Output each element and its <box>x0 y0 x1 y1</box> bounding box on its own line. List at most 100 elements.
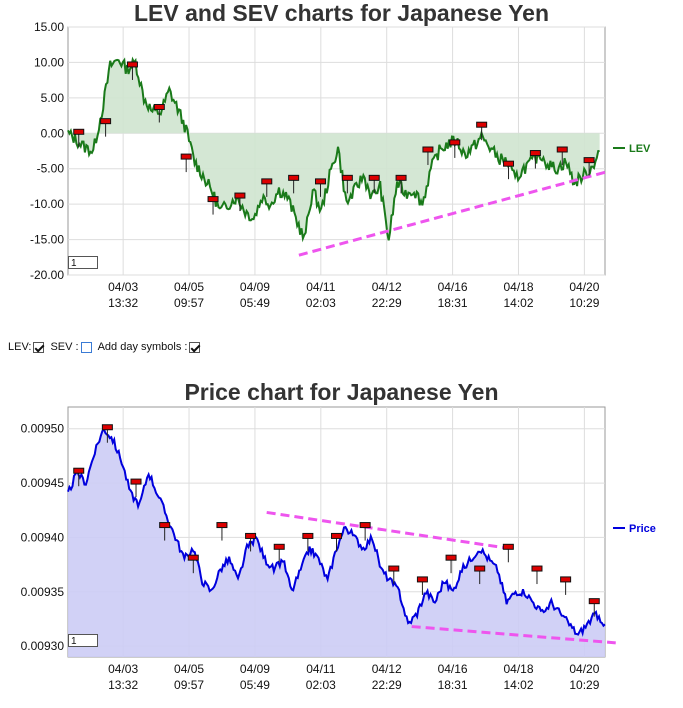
day-marker <box>474 565 486 572</box>
day-marker <box>422 146 434 153</box>
y-tick-label: 0.00 <box>41 126 65 140</box>
day-marker <box>73 128 85 135</box>
day-marker <box>476 121 488 128</box>
day-marker <box>556 146 568 153</box>
x-tick-time: 14:02 <box>503 296 533 310</box>
day-marker <box>388 565 400 572</box>
lev-chart: 15.00 10.00 5.00 0.00 -5.00 -10.00 -15.00 -20.0… <box>30 20 651 310</box>
x-tick-time: 02:03 <box>306 296 336 310</box>
series-area <box>68 59 600 241</box>
legend-label: LEV <box>629 143 651 155</box>
x-tick-time: 18:31 <box>438 296 468 310</box>
y-tick-label: 0.00935 <box>21 585 65 599</box>
day-marker <box>100 118 112 125</box>
y-tick-label: 0.00940 <box>21 530 65 544</box>
day-marker <box>395 174 407 181</box>
x-tick-date: 04/11 <box>306 280 335 294</box>
x-tick-date: 04/12 <box>372 662 402 676</box>
x-tick-date: 04/16 <box>438 280 468 294</box>
day-marker <box>207 196 219 203</box>
y-tick-label: -10.00 <box>30 197 64 211</box>
x-tick-time: 18:31 <box>438 678 468 692</box>
day-marker <box>502 543 514 550</box>
day-marker <box>359 522 371 529</box>
x-tick-date: 04/20 <box>569 280 599 294</box>
day-marker <box>187 554 199 561</box>
y-tick-label: 0.00950 <box>21 422 65 436</box>
x-tick-date: 04/11 <box>306 662 335 676</box>
x-tick-time: 10:29 <box>569 678 599 692</box>
day-marker <box>331 532 342 539</box>
day-marker <box>73 467 85 474</box>
x-tick-time: 09:57 <box>174 678 204 692</box>
day-marker <box>126 61 138 68</box>
day-marker <box>180 153 192 160</box>
day-marker <box>159 522 171 529</box>
trend-line <box>411 625 616 645</box>
y-tick-label: 10.00 <box>34 55 64 69</box>
y-tick-label: -20.00 <box>30 268 64 282</box>
x-tick-time: 10:29 <box>569 296 599 310</box>
x-tick-time: 13:32 <box>108 296 138 310</box>
sev-toggle-label: SEV : <box>50 341 79 353</box>
day-marker <box>130 478 142 485</box>
day-marker <box>302 532 314 539</box>
x-tick-date: 04/03 <box>108 662 138 676</box>
legend-label: Price <box>629 523 656 535</box>
x-tick-time: 13:32 <box>108 678 138 692</box>
series-area <box>68 428 605 657</box>
x-tick-time: 14:02 <box>503 678 533 692</box>
day-marker <box>261 178 273 185</box>
day-marker <box>445 554 457 561</box>
day-marker <box>234 192 246 199</box>
day-marker <box>341 174 353 181</box>
lev-chart-title: LEV and SEV charts for Japanese Yen <box>133 0 550 26</box>
day-marker <box>449 139 461 146</box>
price-chart-title: Price chart for Japanese Yen <box>184 379 499 405</box>
x-tick-date: 04/16 <box>438 662 468 676</box>
lev-checkbox[interactable] <box>33 341 45 353</box>
y-tick-label: -5.00 <box>37 162 65 176</box>
add-day-symbols-checkbox[interactable] <box>189 341 201 353</box>
x-tick-date: 04/18 <box>503 662 533 676</box>
x-tick-date: 04/20 <box>569 662 599 676</box>
x-tick-date: 04/18 <box>503 280 533 294</box>
lev-toggle-label: LEV: <box>8 341 32 353</box>
lev-zoom-input[interactable]: 1 <box>68 256 98 269</box>
y-tick-label: 15.00 <box>34 20 64 34</box>
price-zoom-input[interactable]: 1 <box>68 634 98 647</box>
x-tick-date: 04/03 <box>108 280 138 294</box>
x-tick-date: 04/05 <box>174 280 204 294</box>
x-tick-date: 04/09 <box>240 280 270 294</box>
day-marker <box>153 103 165 110</box>
day-marker <box>216 522 228 529</box>
day-marker <box>588 598 600 605</box>
y-tick-label: 5.00 <box>41 91 65 105</box>
day-marker <box>288 174 300 181</box>
y-tick-label: 0.00945 <box>21 476 65 490</box>
x-tick-time: 22:29 <box>372 678 402 692</box>
x-tick-time: 22:29 <box>372 296 402 310</box>
day-marker <box>101 424 113 431</box>
day-marker <box>245 532 257 539</box>
day-marker <box>583 157 595 164</box>
day-marker <box>314 178 326 185</box>
trend-line <box>298 170 606 257</box>
day-marker <box>503 160 515 167</box>
x-tick-date: 04/12 <box>372 280 402 294</box>
trend-line <box>266 510 509 550</box>
day-marker <box>529 150 541 157</box>
x-tick-time: 09:57 <box>174 296 204 310</box>
x-tick-date: 04/09 <box>240 662 270 676</box>
x-tick-time: 05:49 <box>240 678 270 692</box>
day-marker <box>416 576 428 583</box>
day-marker <box>531 565 543 572</box>
sev-checkbox[interactable] <box>80 341 92 353</box>
add-day-symbols-label: Add day symbols : <box>97 341 188 353</box>
day-marker <box>560 576 572 583</box>
x-tick-time: 02:03 <box>306 678 336 692</box>
day-marker <box>273 543 285 550</box>
y-tick-label: 0.00930 <box>21 639 65 653</box>
day-marker <box>368 174 380 181</box>
